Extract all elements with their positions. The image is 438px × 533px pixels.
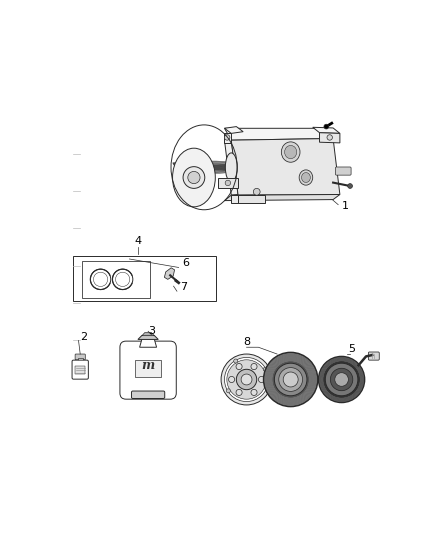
Circle shape [324,124,328,129]
FancyBboxPatch shape [368,352,379,360]
Ellipse shape [285,146,297,159]
Circle shape [264,352,318,407]
Polygon shape [320,133,340,143]
Ellipse shape [225,153,237,182]
FancyBboxPatch shape [75,354,85,360]
Circle shape [330,368,353,391]
Circle shape [325,363,358,396]
Circle shape [236,390,242,395]
Circle shape [93,272,108,286]
Bar [75,366,85,374]
Text: 1: 1 [342,201,349,212]
Polygon shape [231,195,238,203]
Circle shape [251,364,257,369]
Circle shape [234,359,238,363]
Polygon shape [313,127,340,133]
Circle shape [241,374,252,385]
Text: 8: 8 [243,336,250,346]
Circle shape [224,135,230,140]
Polygon shape [140,339,157,347]
Circle shape [226,389,230,393]
Ellipse shape [299,170,313,185]
Circle shape [183,167,205,188]
Circle shape [90,269,111,289]
Circle shape [116,272,130,286]
Circle shape [348,184,353,188]
Polygon shape [138,335,158,340]
Circle shape [236,364,242,369]
Circle shape [225,180,230,185]
Polygon shape [224,195,340,200]
Bar [74,256,216,302]
Circle shape [224,358,268,401]
Circle shape [318,357,365,402]
Circle shape [251,390,257,395]
Bar [78,358,83,362]
Bar [82,261,150,298]
FancyBboxPatch shape [131,391,165,399]
Text: 4: 4 [134,236,141,246]
Circle shape [274,363,307,396]
FancyBboxPatch shape [72,360,88,379]
Text: 3: 3 [148,326,155,336]
Circle shape [229,376,235,383]
Polygon shape [224,133,231,143]
Polygon shape [238,195,265,203]
FancyBboxPatch shape [120,341,176,399]
Polygon shape [231,139,340,195]
Circle shape [227,360,266,399]
Circle shape [258,376,265,383]
Polygon shape [224,127,243,133]
Text: 2: 2 [80,333,87,342]
Polygon shape [224,128,333,140]
Text: 5: 5 [348,344,355,354]
Circle shape [263,367,267,372]
Text: 7: 7 [180,281,187,292]
Circle shape [283,372,298,387]
Circle shape [237,369,257,390]
Ellipse shape [173,148,215,207]
Bar [135,360,161,377]
Polygon shape [164,268,175,279]
Circle shape [279,368,303,391]
Polygon shape [142,333,154,336]
Text: m: m [141,359,155,373]
Circle shape [327,135,332,140]
Circle shape [221,354,272,405]
Circle shape [188,172,200,184]
FancyBboxPatch shape [336,167,351,175]
Circle shape [253,188,260,195]
Text: 6: 6 [182,258,189,268]
Circle shape [335,373,348,386]
Circle shape [113,269,133,289]
Polygon shape [224,140,238,195]
Polygon shape [218,178,238,188]
Ellipse shape [281,142,300,162]
Ellipse shape [301,173,311,182]
